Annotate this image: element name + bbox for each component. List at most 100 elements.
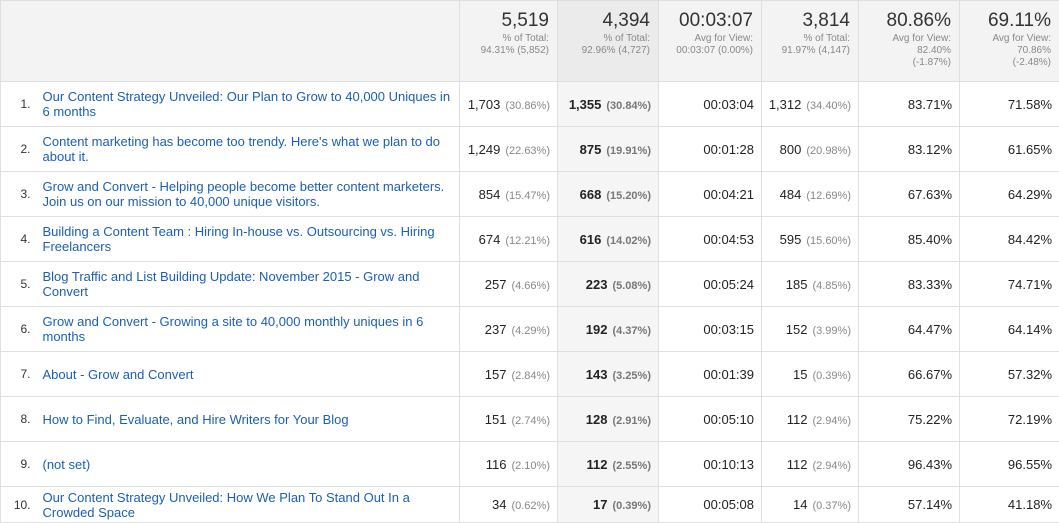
- metric-cell: 96.55%: [960, 442, 1059, 487]
- metric-cell: 151 (2.74%): [460, 397, 558, 442]
- metric-percent: (2.55%): [612, 460, 651, 472]
- page-title-cell: How to Find, Evaluate, and Hire Writers …: [38, 397, 460, 442]
- total-detail: 00:03:07 (0.00%): [663, 45, 753, 56]
- metric-value: 00:04:53: [703, 232, 754, 247]
- metric-cell: 67.63%: [859, 172, 960, 217]
- metric-percent: (4.29%): [511, 325, 550, 337]
- total-detail: 94.31% (5,852): [464, 45, 549, 56]
- metric-value: 14: [793, 497, 807, 512]
- page-title-link[interactable]: (not set): [43, 457, 454, 472]
- metric-percent: (15.60%): [806, 235, 851, 247]
- metric-percent: (2.74%): [511, 415, 550, 427]
- metric-cell: 64.14%: [960, 307, 1059, 352]
- page-title-link[interactable]: Our Content Strategy Unveiled: Our Plan …: [43, 89, 454, 119]
- metric-cell: 257(4.66%): [460, 262, 558, 307]
- metric-cell: 112(2.94%): [762, 442, 859, 487]
- page-title-cell: Content marketing has become too trendy.…: [38, 127, 460, 172]
- metric-cell: 00:05:08: [659, 487, 762, 523]
- metric-percent: (4.85%): [812, 280, 851, 292]
- metric-cell: 112(2.55%): [558, 442, 659, 487]
- metric-cell: 66.67%: [859, 352, 960, 397]
- metric-cell: 17(0.39%): [558, 487, 659, 523]
- row-index: 8.: [1, 397, 38, 442]
- total-caption: Avg for View:: [964, 33, 1051, 44]
- metric-cell: 83.33%: [859, 262, 960, 307]
- page-title-cell: About - Grow and Convert: [38, 352, 460, 397]
- row-index: 2.: [1, 127, 38, 172]
- metric-percent: (3.25%): [612, 370, 651, 382]
- metric-cell: 64.29%: [960, 172, 1059, 217]
- page-title-cell: Grow and Convert - Growing a site to 40,…: [38, 307, 460, 352]
- metric-value: 66.67%: [908, 367, 952, 382]
- metric-percent: (4.37%): [612, 325, 651, 337]
- total-value: 4,394: [562, 10, 650, 32]
- metric-cell: 875(19.91%): [558, 127, 659, 172]
- page-title-link[interactable]: About - Grow and Convert: [43, 367, 454, 382]
- metric-cell: 157(2.84%): [460, 352, 558, 397]
- table-row: 1. Our Content Strategy Unveiled: Our Pl…: [1, 82, 1059, 127]
- metric-cell: 1,312(34.40%): [762, 82, 859, 127]
- metric-value: 72.19%: [1008, 412, 1052, 427]
- metric-value: 151: [485, 412, 507, 427]
- metric-percent: (20.98%): [806, 145, 851, 157]
- metric-value: 74.71%: [1008, 277, 1052, 292]
- page-title-link[interactable]: Blog Traffic and List Building Update: N…: [43, 269, 454, 299]
- metric-value: 484: [780, 187, 802, 202]
- total-value: 00:03:07: [663, 10, 753, 32]
- total-value: 69.11%: [964, 10, 1051, 32]
- metric-percent: (15.47%): [505, 190, 550, 202]
- page-title-cell: Our Content Strategy Unveiled: How We Pl…: [38, 487, 460, 523]
- metric-cell: 64.47%: [859, 307, 960, 352]
- metric-cell: 14(0.37%): [762, 487, 859, 523]
- total-caption: % of Total:: [464, 33, 549, 44]
- metric-cell: 1,703(30.86%): [460, 82, 558, 127]
- metric-value: 192: [586, 322, 608, 337]
- row-index: 1.: [1, 82, 38, 127]
- page-title-link[interactable]: Grow and Convert - Helping people become…: [43, 179, 454, 209]
- page-title-link[interactable]: Our Content Strategy Unveiled: How We Pl…: [43, 490, 454, 520]
- metric-cell: 00:05:10: [659, 397, 762, 442]
- metric-cell: 674(12.21%): [460, 217, 558, 262]
- metric-value: 185: [786, 277, 808, 292]
- metric-cell: 668(15.20%): [558, 172, 659, 217]
- page-title-link[interactable]: How to Find, Evaluate, and Hire Writers …: [43, 412, 454, 427]
- metric-cell: 800(20.98%): [762, 127, 859, 172]
- metric-percent: (3.99%): [812, 325, 851, 337]
- metric-value: 854: [479, 187, 501, 202]
- metric-value: 674: [479, 232, 501, 247]
- metric-cell: 15(0.39%): [762, 352, 859, 397]
- metric-cell: 192 (4.37%): [558, 307, 659, 352]
- metric-value: 1,703: [468, 97, 501, 112]
- page-title-link[interactable]: Building a Content Team : Hiring In-hous…: [43, 224, 454, 254]
- row-index: 5.: [1, 262, 38, 307]
- total-caption: Avg for View:: [663, 33, 753, 44]
- metric-value: 595: [780, 232, 802, 247]
- metric-percent: (15.20%): [606, 190, 651, 202]
- total-detail: 92.96% (4,727): [562, 45, 650, 56]
- page-title-link[interactable]: Grow and Convert - Growing a site to 40,…: [43, 314, 454, 344]
- total-change: (-1.87%): [863, 57, 951, 68]
- metric-cell: 00:05:24: [659, 262, 762, 307]
- metric-cell: 616(14.02%): [558, 217, 659, 262]
- page-title-cell: Our Content Strategy Unveiled: Our Plan …: [38, 82, 460, 127]
- metric-cell: 83.71%: [859, 82, 960, 127]
- metric-value: 57.32%: [1008, 367, 1052, 382]
- metric-value: 61.65%: [1008, 142, 1052, 157]
- metric-value: 00:03:04: [703, 97, 754, 112]
- metric-percent: (30.84%): [606, 100, 651, 112]
- metric-cell: 237(4.29%): [460, 307, 558, 352]
- metric-cell: 57.14%: [859, 487, 960, 523]
- page-title-link[interactable]: Content marketing has become too trendy.…: [43, 134, 454, 164]
- metric-cell: 84.42%: [960, 217, 1059, 262]
- metric-cell: 223(5.08%): [558, 262, 659, 307]
- row-index: 4.: [1, 217, 38, 262]
- metric-cell: 854 (15.47%): [460, 172, 558, 217]
- metric-percent: (12.69%): [806, 190, 851, 202]
- table-row: 8. How to Find, Evaluate, and Hire Write…: [1, 397, 1059, 442]
- metric-value: 96.55%: [1008, 457, 1052, 472]
- metric-value: 34: [492, 497, 506, 512]
- metric-value: 83.12%: [908, 142, 952, 157]
- table-row: 3. Grow and Convert - Helping people bec…: [1, 172, 1059, 217]
- metric-value: 41.18%: [1008, 497, 1052, 512]
- total-value: 5,519: [464, 10, 549, 32]
